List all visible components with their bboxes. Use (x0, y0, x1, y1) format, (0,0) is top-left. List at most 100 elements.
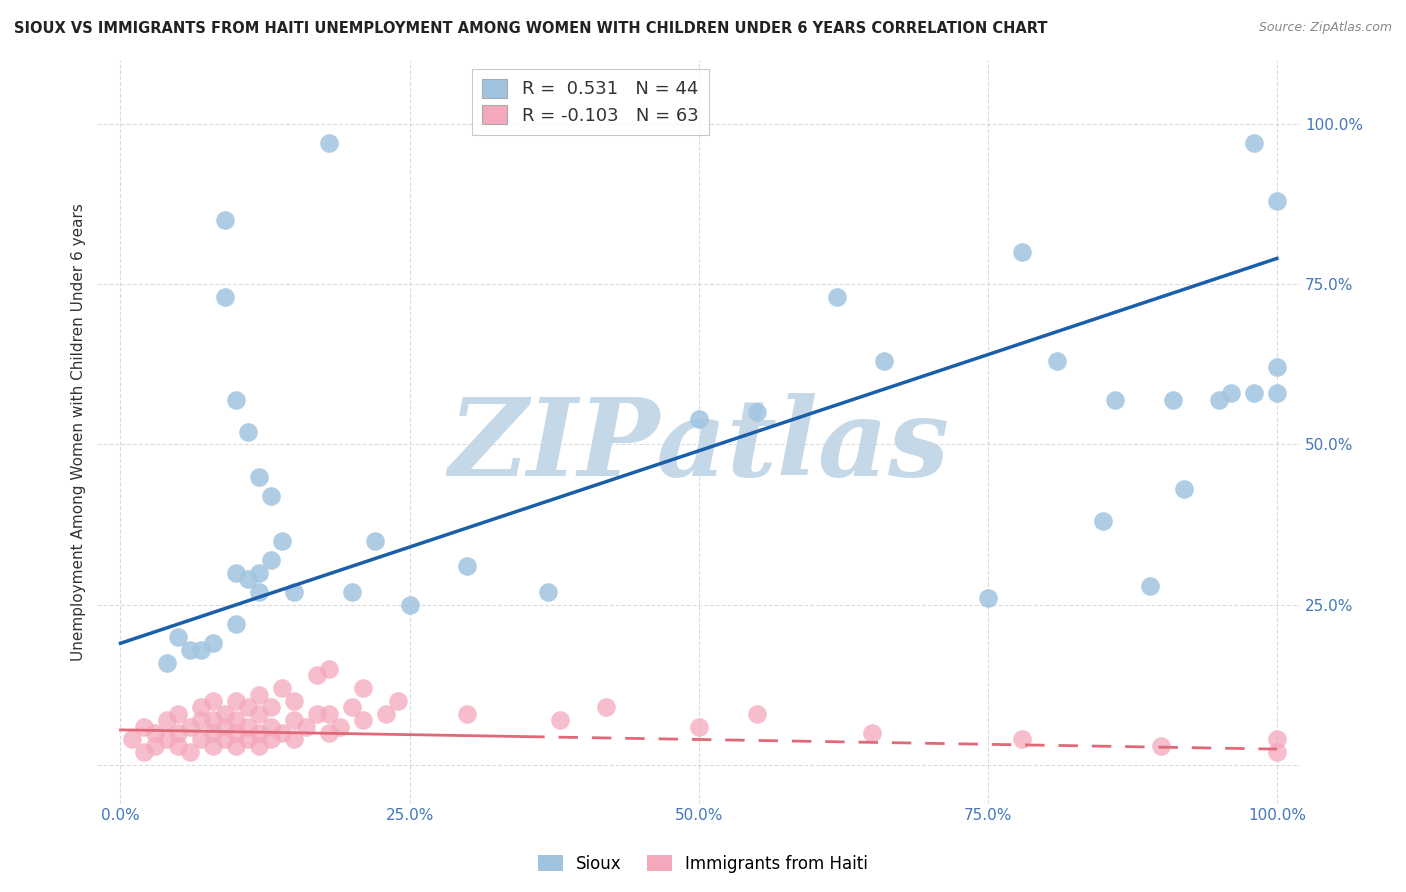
Point (236, 572, 259, 586)
Point (1208, 392, 1230, 407)
Point (190, 713, 212, 727)
Point (143, 726, 166, 740)
Point (247, 688, 270, 702)
Point (271, 681, 294, 695)
Point (260, 553, 283, 567)
Point (190, 642, 212, 657)
Point (1265, 732, 1288, 747)
Point (283, 713, 305, 727)
Point (201, 739, 224, 753)
Point (260, 700, 283, 714)
Point (156, 732, 179, 747)
Point (260, 732, 283, 747)
Point (179, 642, 201, 657)
Point (201, 694, 224, 708)
Point (1243, 136, 1265, 150)
Point (179, 745, 201, 759)
Point (260, 489, 283, 503)
Point (1092, 515, 1115, 529)
Point (340, 700, 363, 714)
Text: Source: ZipAtlas.com: Source: ZipAtlas.com (1258, 21, 1392, 34)
Point (387, 694, 409, 708)
Point (688, 411, 710, 425)
Point (745, 706, 768, 721)
Point (201, 713, 224, 727)
Point (1265, 745, 1288, 759)
Point (225, 694, 247, 708)
Point (375, 706, 398, 721)
Point (318, 706, 340, 721)
Point (214, 213, 236, 227)
Point (190, 732, 212, 747)
Point (352, 713, 374, 727)
Point (132, 720, 155, 734)
Point (225, 726, 247, 740)
Point (225, 713, 247, 727)
Point (236, 720, 259, 734)
Point (860, 726, 883, 740)
Point (283, 694, 305, 708)
Point (214, 732, 236, 747)
Legend: Sioux, Immigrants from Haiti: Sioux, Immigrants from Haiti (531, 848, 875, 880)
Point (167, 739, 190, 753)
Point (340, 585, 363, 599)
Point (156, 713, 179, 727)
Point (1265, 194, 1288, 208)
Point (190, 700, 212, 714)
Point (167, 630, 190, 644)
Point (247, 469, 270, 483)
Point (318, 136, 340, 150)
Point (247, 739, 270, 753)
Y-axis label: Unemployment Among Women with Children Under 6 years: Unemployment Among Women with Children U… (72, 202, 86, 661)
Point (688, 720, 710, 734)
Point (318, 726, 340, 740)
Point (1104, 392, 1126, 407)
Point (1011, 732, 1033, 747)
Point (318, 662, 340, 676)
Point (548, 713, 571, 727)
Point (225, 739, 247, 753)
Point (1011, 245, 1033, 260)
Point (1161, 392, 1184, 407)
Point (214, 720, 236, 734)
Point (1265, 386, 1288, 401)
Point (1265, 360, 1288, 375)
Point (283, 732, 305, 747)
Point (1173, 483, 1195, 497)
Point (537, 585, 560, 599)
Point (745, 405, 768, 419)
Point (156, 656, 179, 670)
Point (214, 706, 236, 721)
Point (225, 617, 247, 632)
Point (1046, 354, 1069, 368)
Point (247, 726, 270, 740)
Point (260, 720, 283, 734)
Point (1219, 386, 1241, 401)
Point (167, 706, 190, 721)
Legend: R =  0.531   N = 44, R = -0.103   N = 63: R = 0.531 N = 44, R = -0.103 N = 63 (472, 69, 709, 135)
Point (201, 726, 224, 740)
Point (1243, 386, 1265, 401)
Point (167, 726, 190, 740)
Point (271, 533, 294, 548)
Point (132, 745, 155, 759)
Point (873, 354, 896, 368)
Point (595, 700, 617, 714)
Point (271, 726, 294, 740)
Point (143, 739, 166, 753)
Point (1150, 739, 1173, 753)
Text: SIOUX VS IMMIGRANTS FROM HAITI UNEMPLOYMENT AMONG WOMEN WITH CHILDREN UNDER 6 YE: SIOUX VS IMMIGRANTS FROM HAITI UNEMPLOYM… (14, 21, 1047, 36)
Point (236, 425, 259, 439)
Point (398, 598, 420, 612)
Point (307, 668, 329, 682)
Point (364, 533, 387, 548)
Point (283, 585, 305, 599)
Point (236, 700, 259, 714)
Point (214, 290, 236, 304)
Point (225, 392, 247, 407)
Point (247, 585, 270, 599)
Point (456, 559, 478, 574)
Text: ZIPatlas: ZIPatlas (449, 393, 949, 500)
Point (352, 681, 374, 695)
Point (201, 636, 224, 650)
